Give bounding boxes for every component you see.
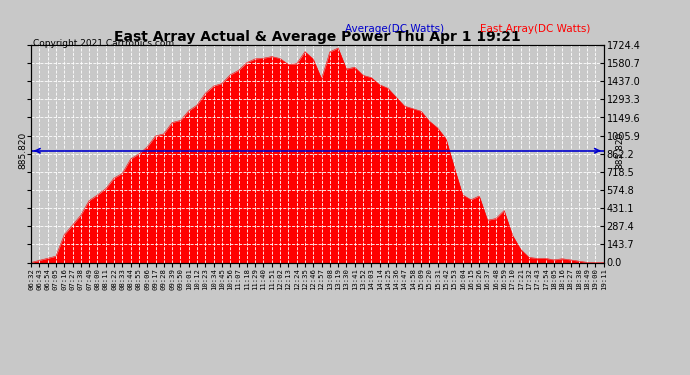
Text: Copyright 2021 Cartronics.com: Copyright 2021 Cartronics.com [33, 39, 175, 48]
Text: East Array(DC Watts): East Array(DC Watts) [480, 24, 590, 34]
Text: 885.820: 885.820 [18, 132, 27, 170]
Text: 885.820: 885.820 [615, 132, 624, 170]
Text: Average(DC Watts): Average(DC Watts) [345, 24, 444, 34]
Title: East Array Actual & Average Power Thu Apr 1 19:21: East Array Actual & Average Power Thu Ap… [114, 30, 521, 44]
